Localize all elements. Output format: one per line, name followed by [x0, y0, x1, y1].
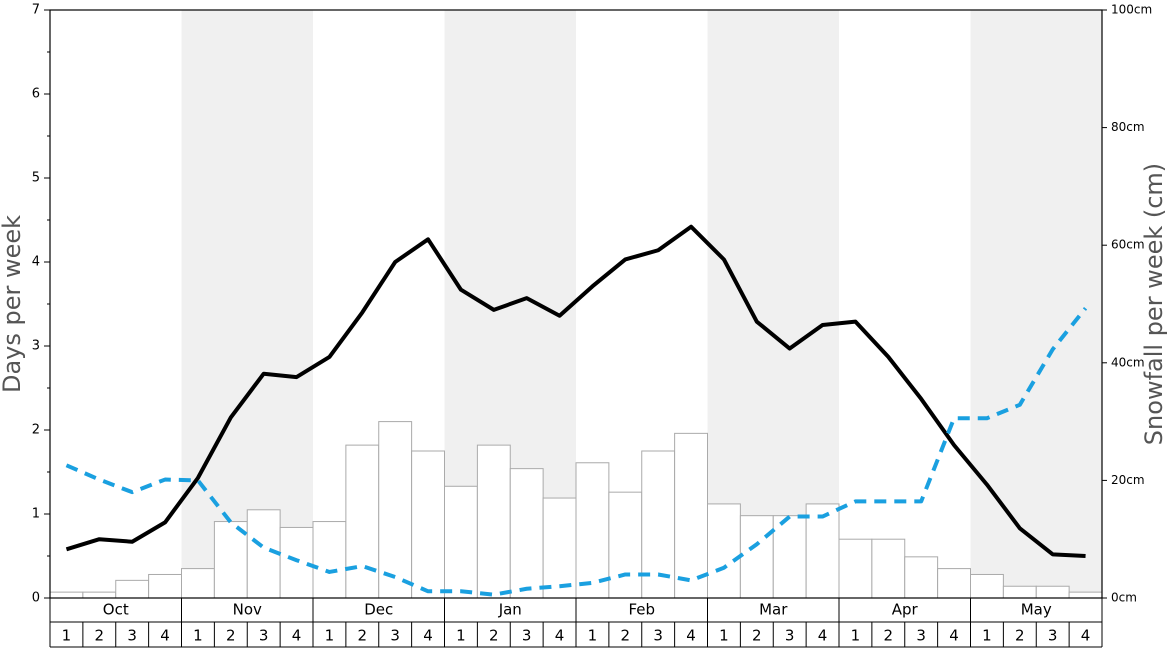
y2-tick-label: 100cm	[1111, 3, 1152, 17]
bar	[115, 579, 150, 599]
x-tick-label: 1	[719, 627, 729, 645]
line-series	[65, 224, 1086, 558]
y2-tick-label: 20cm	[1111, 473, 1145, 487]
x-tick-label: 4	[686, 627, 696, 645]
bar	[970, 573, 1004, 599]
x-tick-label: 1	[193, 627, 203, 645]
x-tick-label: 2	[95, 627, 105, 645]
y-tick-label: 1	[32, 507, 40, 522]
x-tick-label: 3	[127, 627, 137, 645]
bar	[871, 538, 906, 599]
x-tick-label: 4	[423, 627, 433, 645]
y-tick-label: 2	[32, 423, 40, 438]
month-label: Mar	[759, 601, 788, 619]
bar	[411, 450, 445, 599]
bar	[345, 444, 380, 599]
bar	[181, 568, 215, 599]
month-label: Feb	[628, 601, 655, 619]
y-tick-label: 3	[32, 339, 40, 354]
x-tick-label: 3	[390, 627, 400, 645]
y-axis-title: Days per week	[0, 215, 26, 393]
bar	[937, 568, 971, 599]
y-tick-label: 4	[32, 255, 40, 270]
month-shade	[970, 10, 1102, 598]
y-tick-label: 0	[32, 591, 40, 606]
bar	[509, 468, 544, 599]
x-tick-label: 4	[1081, 627, 1091, 645]
line-series	[65, 306, 1088, 597]
x-tick-label: 4	[555, 627, 565, 645]
y2-tick-label: 40cm	[1111, 355, 1145, 369]
x-tick-label: 3	[785, 627, 795, 645]
x-tick-label: 2	[358, 627, 368, 645]
y2-tick-label: 60cm	[1111, 238, 1145, 252]
x-tick-label: 4	[818, 627, 828, 645]
x-tick-label: 2	[1015, 627, 1025, 645]
x-tick-label: 3	[916, 627, 926, 645]
y-tick-label: 6	[32, 87, 40, 102]
month-shade	[181, 10, 313, 598]
x-tick-label: 1	[588, 627, 598, 645]
bar	[378, 421, 413, 599]
x-tick-label: 1	[982, 627, 992, 645]
bar	[674, 432, 708, 599]
x-tick-label: 1	[456, 627, 466, 645]
y2-tick-label: 0cm	[1111, 591, 1137, 605]
x-tick-label: 1	[325, 627, 335, 645]
bar	[707, 503, 741, 599]
bar	[772, 515, 807, 599]
bar	[312, 521, 347, 599]
month-label: Apr	[892, 601, 919, 619]
bar	[476, 444, 511, 599]
month-shade	[707, 10, 839, 598]
month-label: Dec	[364, 601, 393, 619]
x-tick-label: 3	[653, 627, 663, 645]
bar	[444, 485, 478, 599]
x-tick-label: 2	[489, 627, 499, 645]
x-tick-label: 2	[226, 627, 236, 645]
bar	[1035, 585, 1070, 599]
x-tick-label: 4	[949, 627, 959, 645]
month-label: Nov	[233, 601, 262, 619]
x-tick-label: 2	[884, 627, 894, 645]
x-tick-label: 3	[259, 627, 269, 645]
x-tick-label: 2	[752, 627, 762, 645]
x-tick-label: 4	[160, 627, 170, 645]
bar	[49, 591, 84, 599]
bar	[904, 556, 939, 599]
month-label: Jan	[498, 601, 522, 619]
bar	[575, 462, 610, 599]
y-tick-label: 5	[32, 171, 40, 186]
x-tick-label: 3	[522, 627, 532, 645]
y2-axis-title: Snowfall per week (cm)	[1140, 163, 1168, 445]
x-tick-label: 1	[851, 627, 861, 645]
x-tick-label: 3	[1048, 627, 1058, 645]
bar	[739, 515, 774, 599]
x-tick-label: 4	[292, 627, 302, 645]
bar	[1002, 585, 1037, 599]
bar	[82, 591, 117, 599]
bar	[608, 491, 643, 599]
bar	[148, 573, 182, 599]
month-label: Oct	[103, 601, 129, 619]
bar	[542, 497, 577, 599]
bar	[838, 538, 873, 599]
y2-tick-label: 80cm	[1111, 120, 1145, 134]
y-tick-label: 7	[32, 3, 40, 18]
bar	[1068, 591, 1103, 599]
x-tick-label: 1	[62, 627, 72, 645]
x-tick-label: 2	[621, 627, 631, 645]
month-label: May	[1021, 601, 1052, 619]
